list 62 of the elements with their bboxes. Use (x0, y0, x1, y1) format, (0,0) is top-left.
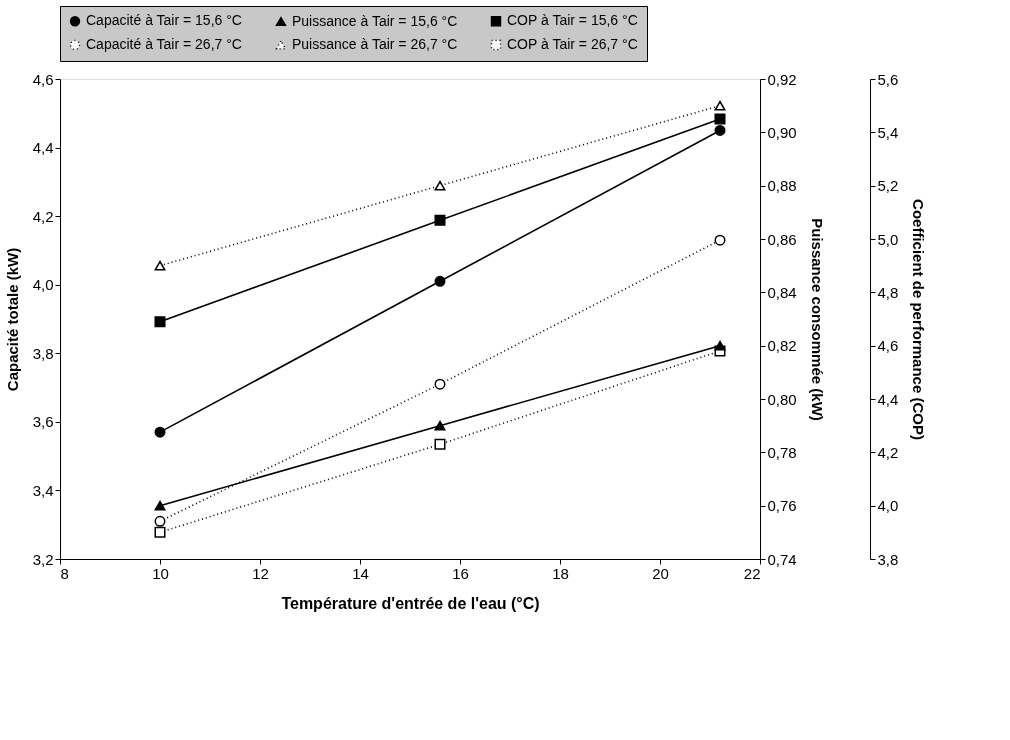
point (154, 316, 166, 328)
y2-tick-label: 0,78 (767, 443, 797, 461)
y3-tick-label: 4,0 (877, 497, 899, 515)
point (434, 438, 446, 450)
y-tick-label: 3,2 (32, 550, 54, 568)
y3-tick-label: 4,8 (877, 283, 899, 301)
y2-tick-label: 0,88 (767, 177, 797, 195)
legend-label: COP à Tair = 15,6 °C (507, 12, 638, 29)
legend-label: Capacité à Tair = 26,7 °C (86, 36, 242, 52)
point (714, 124, 726, 136)
y3-tick-label: 4,4 (877, 390, 899, 408)
point (434, 214, 446, 226)
x-tick-label: 16 (452, 564, 469, 582)
y-tick-label: 4,2 (32, 207, 54, 225)
x-tick-label: 14 (352, 564, 369, 582)
point (434, 275, 446, 287)
x-tick-label: 10 (152, 564, 169, 582)
legend-label: Puissance à Tair = 26,7 °C (292, 36, 458, 52)
y2-tick-label: 0,92 (767, 70, 797, 88)
point (714, 340, 726, 351)
y2-tick-label: 0,86 (767, 230, 797, 248)
y3-tick-label: 5,2 (877, 177, 899, 195)
y-tick-label: 4,0 (32, 276, 54, 294)
y3-tick-label: 5,6 (877, 70, 899, 88)
y3-tick-label: 5,0 (877, 230, 899, 248)
x-tick-label: 18 (552, 564, 569, 582)
x-tick-label: 8 (60, 564, 69, 582)
point (434, 180, 446, 191)
y2-tick-label: 0,76 (767, 497, 797, 515)
y2-tick-label: 0,74 (767, 550, 797, 568)
y3-tick-label: 4,2 (877, 443, 899, 461)
x-axis-title: Température d'entrée de l'eau (°C) (281, 594, 540, 612)
point (434, 378, 446, 390)
y3-tick-label: 3,8 (877, 550, 899, 568)
point (714, 234, 726, 246)
x-tick-label: 20 (652, 564, 669, 582)
x-tick-label: 12 (252, 564, 269, 582)
y3-tick-label: 4,6 (877, 337, 899, 355)
y3-tick-label: 5,4 (877, 123, 899, 141)
y2-axis-title: Puissance consommée (kW) (808, 218, 826, 421)
y3-axis-title: Coefficient de performance (COP) (910, 199, 928, 440)
x-tick-label: 22 (743, 564, 761, 582)
legend-label: COP à Tair = 26,7 °C (507, 36, 638, 52)
y2-tick-label: 0,80 (767, 390, 797, 408)
legend-label: Puissance à Tair = 15,6 °C (292, 12, 458, 29)
point (434, 420, 446, 431)
y-tick-label: 3,8 (32, 344, 54, 362)
y-tick-label: 3,4 (32, 481, 54, 499)
y-tick-label: 4,6 (32, 70, 54, 88)
point (154, 515, 166, 527)
y2-tick-label: 0,84 (767, 283, 797, 301)
legend-label: Capacité à Tair = 15,6 °C (86, 12, 242, 29)
point (154, 500, 166, 511)
point (154, 426, 166, 438)
point (154, 260, 166, 271)
y2-tick-label: 0,82 (767, 337, 797, 355)
y2-tick-label: 0,90 (767, 123, 797, 141)
point (714, 100, 726, 111)
y-tick-label: 3,6 (32, 413, 54, 431)
y-tick-label: 4,4 (32, 139, 54, 157)
point (154, 526, 166, 538)
y-axis-title: Capacité totale (kW) (3, 247, 21, 392)
